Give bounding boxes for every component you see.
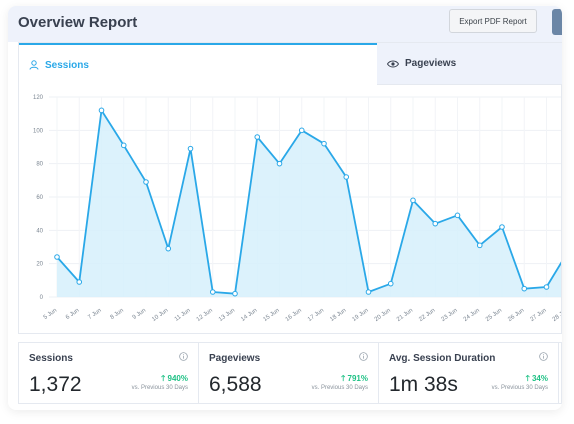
stat-change: 🡑 940% [161, 374, 188, 383]
data-point [254, 134, 261, 140]
tab-pageviews-label: Pageviews [405, 58, 457, 69]
x-tick-label: 12 Jun [196, 308, 214, 323]
sessions-chart: 0 20 40 60 80 100 120 5 Jun 6 Jun 7 Jun 8 Jun 9 Jun… [19, 85, 562, 333]
x-tick-label: 17 Jun [307, 308, 325, 323]
sessions-chart-svg: 0 20 40 60 80 100 120 5 Jun 6 Jun 7 Jun 8 Jun 9 Jun… [33, 95, 562, 323]
export-pdf-button[interactable]: Export PDF Report [449, 9, 537, 33]
page-title: Overview Report [18, 14, 138, 31]
report-header: Overview Report Export PDF Report [8, 6, 562, 42]
x-tick-label: 5 Jun [43, 308, 58, 321]
x-tick-label: 25 Jun [485, 308, 503, 323]
y-tick-label: 100 [33, 128, 44, 134]
stats-row: Sessions 1,372 🡑 940% vs. Previous 30 Da… [18, 342, 562, 404]
tab-sessions[interactable]: Sessions [19, 43, 377, 85]
arrow-up-icon: 🡑 [525, 374, 530, 383]
x-tick-label: 23 Jun [440, 308, 458, 323]
x-tick-label: 9 Jun [132, 308, 147, 321]
x-tick-label: 24 Jun [463, 308, 481, 323]
data-point [343, 174, 350, 180]
x-tick-label: 19 Jun [351, 308, 369, 323]
stat-compare: vs. Previous 30 Days [311, 385, 368, 391]
user-icon [29, 60, 39, 70]
data-point [76, 279, 83, 285]
data-point [365, 289, 372, 295]
data-point [410, 197, 416, 204]
stat-label: Avg. Session Duration [389, 353, 496, 364]
data-point [209, 289, 216, 295]
tab-pageviews[interactable]: Pageviews [377, 43, 562, 85]
x-tick-label: 8 Jun [109, 308, 124, 321]
arrow-up-icon: 🡑 [341, 374, 346, 383]
arrow-up-icon: 🡑 [161, 374, 166, 383]
stat-avg-session-duration: Avg. Session Duration 1m 38s 🡑 34% vs. P… [379, 343, 559, 403]
overview-report-card: Overview Report Export PDF Report Sessio… [8, 6, 562, 410]
stat-sessions: Sessions 1,372 🡑 940% vs. Previous 30 Da… [19, 343, 199, 403]
info-icon[interactable] [539, 352, 548, 361]
x-tick-label: 22 Jun [418, 308, 436, 323]
x-tick-label: 10 Jun [151, 308, 169, 323]
data-point [98, 107, 105, 114]
x-tick-label: 13 Jun [218, 308, 236, 323]
stat-label: Pageviews [209, 353, 261, 364]
info-icon[interactable] [359, 352, 368, 361]
stat-label: Sessions [29, 353, 73, 364]
data-point [543, 284, 550, 290]
stat-value: 6,588 [209, 373, 262, 396]
stat-compare: vs. Previous 30 Days [131, 385, 188, 391]
x-tick-label: 20 Jun [374, 308, 392, 323]
sessions-area [57, 110, 562, 297]
x-tick-label: 27 Jun [529, 308, 547, 323]
data-point [165, 245, 172, 252]
data-point [120, 142, 127, 149]
data-point [276, 160, 283, 167]
x-tick-label: 15 Jun [262, 308, 280, 323]
y-tick-label: 40 [36, 228, 43, 234]
data-point [476, 242, 483, 249]
y-tick-label: 80 [36, 162, 43, 168]
stat-change: 🡑 34% [525, 374, 548, 383]
data-point [143, 179, 149, 185]
stat-value: 1,372 [29, 373, 82, 396]
y-tick-label: 60 [36, 195, 43, 201]
tab-sessions-label: Sessions [45, 59, 89, 71]
x-tick-label: 18 Jun [329, 308, 347, 323]
stat-compare: vs. Previous 30 Days [491, 385, 548, 391]
data-point [232, 290, 238, 297]
info-icon[interactable] [179, 352, 188, 361]
y-tick-label: 120 [33, 95, 44, 101]
y-tick-label: 0 [40, 295, 44, 301]
data-point [521, 285, 528, 292]
x-tick-label: 7 Jun [87, 308, 102, 321]
eye-icon [387, 60, 399, 68]
x-tick-label: 6 Jun [65, 308, 80, 321]
side-panel-toggle[interactable] [552, 9, 562, 35]
data-point [321, 140, 327, 147]
x-tick-label: 28 Jun [552, 308, 561, 323]
chart-panel: Sessions Pageviews 0 20 40 60 80 100 120 5 Jun 6… [18, 42, 562, 334]
x-tick-label: 26 Jun [507, 308, 525, 323]
x-tick-label: 16 Jun [285, 308, 303, 323]
data-point [54, 254, 60, 260]
data-point [298, 127, 305, 134]
data-point [432, 220, 439, 227]
data-point [387, 280, 394, 287]
x-tick-label: 14 Jun [240, 308, 258, 323]
sessions-line [56, 109, 562, 295]
y-tick-label: 20 [36, 262, 43, 268]
stats-overflow [559, 343, 561, 403]
x-tick-label: 21 Jun [396, 308, 414, 323]
data-point [454, 212, 461, 219]
data-point [187, 145, 194, 152]
stat-value: 1m 38s [389, 373, 458, 396]
stat-pageviews: Pageviews 6,588 🡑 791% vs. Previous 30 D… [199, 343, 379, 403]
data-point [499, 224, 505, 230]
x-tick-label: 11 Jun [174, 308, 192, 323]
stat-change: 🡑 791% [341, 374, 368, 383]
